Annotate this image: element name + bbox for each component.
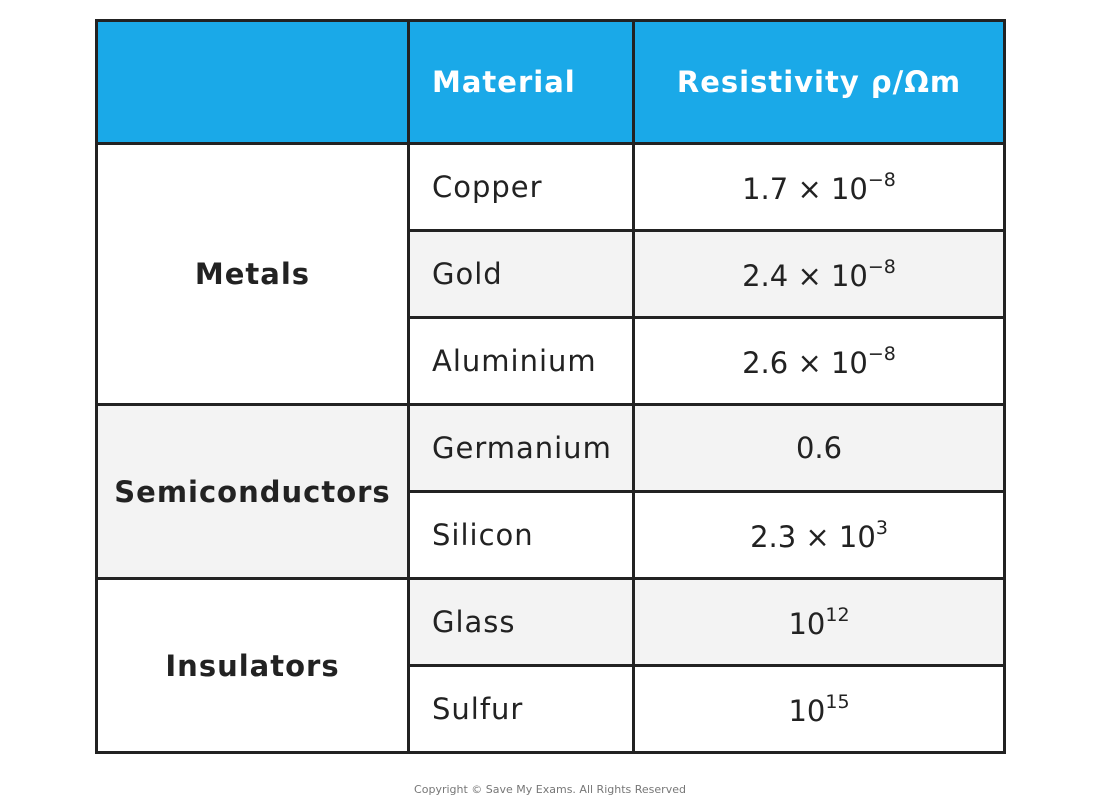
- header-cell: [95, 19, 410, 145]
- resistivity-cell: 1015: [632, 664, 1006, 754]
- table-row: Sulfur 1015: [97, 664, 1006, 754]
- resistivity-cell: 0.6: [632, 403, 1006, 493]
- resistivity-exponent: 12: [825, 603, 850, 626]
- resistivity-base: 2.6 × 10: [742, 345, 868, 380]
- table-header: Material Resistivity ρ/Ωm: [95, 19, 1006, 145]
- resistivity-cell: 2.3 × 103: [632, 490, 1006, 580]
- resistivity-cell: 1.7 × 10−8: [632, 142, 1006, 232]
- resistivity-base: 10: [788, 693, 826, 728]
- material-cell: Silicon: [407, 490, 635, 580]
- header-cell: Material: [407, 19, 635, 145]
- table-body: Metals Copper 1.7 × 10−8 Gold 2.4 × 10−8 Alum…: [95, 142, 1006, 754]
- resistivity-cell: 1012: [632, 577, 1006, 667]
- material-cell: Gold: [407, 229, 635, 319]
- resistivity-exponent: −8: [867, 255, 896, 278]
- material-cell: Aluminium: [407, 316, 635, 406]
- header-row: Material Resistivity ρ/Ωm: [95, 19, 1006, 145]
- material-cell: Sulfur: [407, 664, 635, 754]
- resistivity-cell: 2.4 × 10−8: [632, 229, 1006, 319]
- table-row: Insulators Glass 1012: [95, 577, 1006, 754]
- table-row: Gold 2.4 × 10−8: [97, 229, 1006, 319]
- resistivity-base: 2.4 × 10: [742, 258, 868, 293]
- material-cell: Copper: [407, 142, 635, 232]
- table-row: Semiconductors Germanium 0.6: [95, 403, 1006, 580]
- group-cell: Metals: [95, 142, 410, 406]
- resistivity-exponent: 3: [875, 516, 888, 539]
- group-cell: Insulators: [95, 577, 410, 754]
- resistivity-base: 1.7 × 10: [742, 171, 868, 206]
- resistivity-table: Material Resistivity ρ/Ωm Metals Copper 1.…: [95, 19, 1006, 754]
- resistivity-base: 0.6: [795, 431, 843, 465]
- material-cell: Glass: [407, 577, 635, 667]
- group-cell: Semiconductors: [95, 403, 410, 580]
- resistivity-cell: 2.6 × 10−8: [632, 316, 1006, 406]
- header-cell: Resistivity ρ/Ωm: [632, 19, 1006, 145]
- resistivity-base: 10: [788, 606, 826, 641]
- resistivity-exponent: −8: [867, 342, 896, 365]
- resistivity-base: 2.3 × 10: [750, 519, 876, 554]
- resistivity-exponent: 15: [825, 690, 850, 713]
- table-row: Metals Copper 1.7 × 10−8: [95, 142, 1006, 406]
- copyright: Copyright © Save My Exams. All Rights Re…: [414, 783, 686, 796]
- table-row: Silicon 2.3 × 103: [97, 490, 1006, 580]
- material-cell: Germanium: [407, 403, 635, 493]
- table-row: Aluminium 2.6 × 10−8: [97, 316, 1006, 406]
- resistivity-exponent: −8: [867, 168, 896, 191]
